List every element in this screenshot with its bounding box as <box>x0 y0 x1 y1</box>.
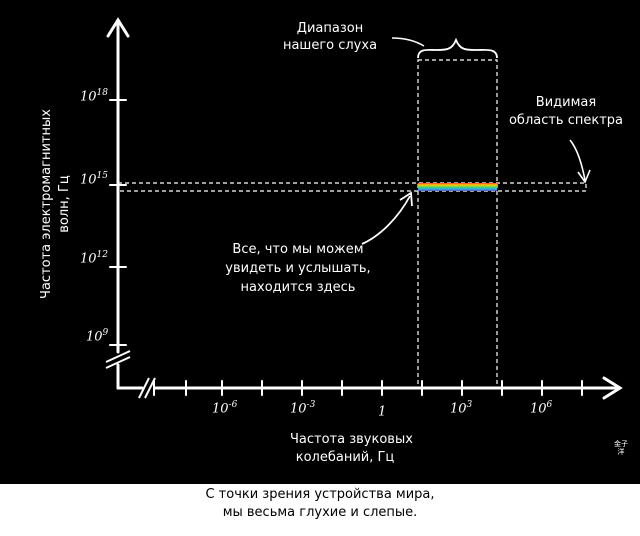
hearing-range-label: Диапазон нашего слуха <box>270 20 390 54</box>
spectrum-intersection <box>418 183 497 191</box>
hearing-range-band <box>417 59 498 389</box>
visible-spectrum-label: Видимая область спектра <box>504 94 628 130</box>
y-tick-label: 109 <box>86 328 109 345</box>
y-tick-label: 1018 <box>80 88 108 105</box>
y-axis-label-line2: волн, Гц <box>57 175 72 233</box>
visible-spectrum-label-line2: область спектра <box>508 113 624 128</box>
y-axis-break-icon <box>105 350 131 369</box>
x-axis-label-line2: колебаний, Гц <box>295 450 395 465</box>
y-tick-label: 1015 <box>80 171 108 188</box>
here-annotation-line2: увидеть и услышать, <box>225 261 371 276</box>
here-annotation-line3: находится здесь <box>240 280 356 295</box>
caption: С точки зрения устройства мира, мы весьм… <box>0 486 640 522</box>
x-tick-label: 10-6 <box>212 400 238 417</box>
here-annotation-line1: Все, что мы можем <box>232 242 364 257</box>
x-tick-label: 106 <box>530 400 553 417</box>
x-axis-break-icon <box>138 377 156 399</box>
y-tick-label: 1012 <box>80 250 108 267</box>
artist-signature: 金子洋 <box>614 440 628 456</box>
hearing-range-label-line1: Диапазон <box>296 21 364 36</box>
x-axis <box>116 376 623 400</box>
hearing-brace-icon <box>417 37 498 59</box>
visible-spectrum-label-line1: Видимая <box>535 95 597 110</box>
diagram-drawing <box>105 17 623 400</box>
y-axis-label-line1: Частота электромагнитных <box>39 109 54 299</box>
here-pointer-icon <box>361 195 411 245</box>
caption-line1: С точки зрения устройства мира, <box>205 487 435 502</box>
x-tick-label: 10-3 <box>290 400 316 417</box>
visible-spectrum-band <box>117 182 587 192</box>
visible-pointer-arrowhead-icon <box>577 169 591 184</box>
here-pointer-arrowhead-icon <box>399 191 413 207</box>
diagram-panel: Частота электромагнитных волн, Гц 1018 1… <box>0 0 640 484</box>
caption-line2: мы весьма глухие и слепые. <box>222 505 418 520</box>
here-annotation: Все, что мы можем увидеть и услышать, на… <box>218 240 378 297</box>
hearing-pointer-icon <box>391 37 425 47</box>
x-axis-label-line1: Частота звуковых <box>290 432 413 447</box>
x-axis-label: Частота звуковых колебаний, Гц <box>290 431 413 467</box>
x-tick-label: 103 <box>450 400 473 417</box>
y-axis <box>106 17 130 390</box>
visible-pointer-icon <box>569 139 586 181</box>
hearing-range-label-line2: нашего слуха <box>282 38 378 53</box>
x-tick-label: 1 <box>378 404 387 420</box>
